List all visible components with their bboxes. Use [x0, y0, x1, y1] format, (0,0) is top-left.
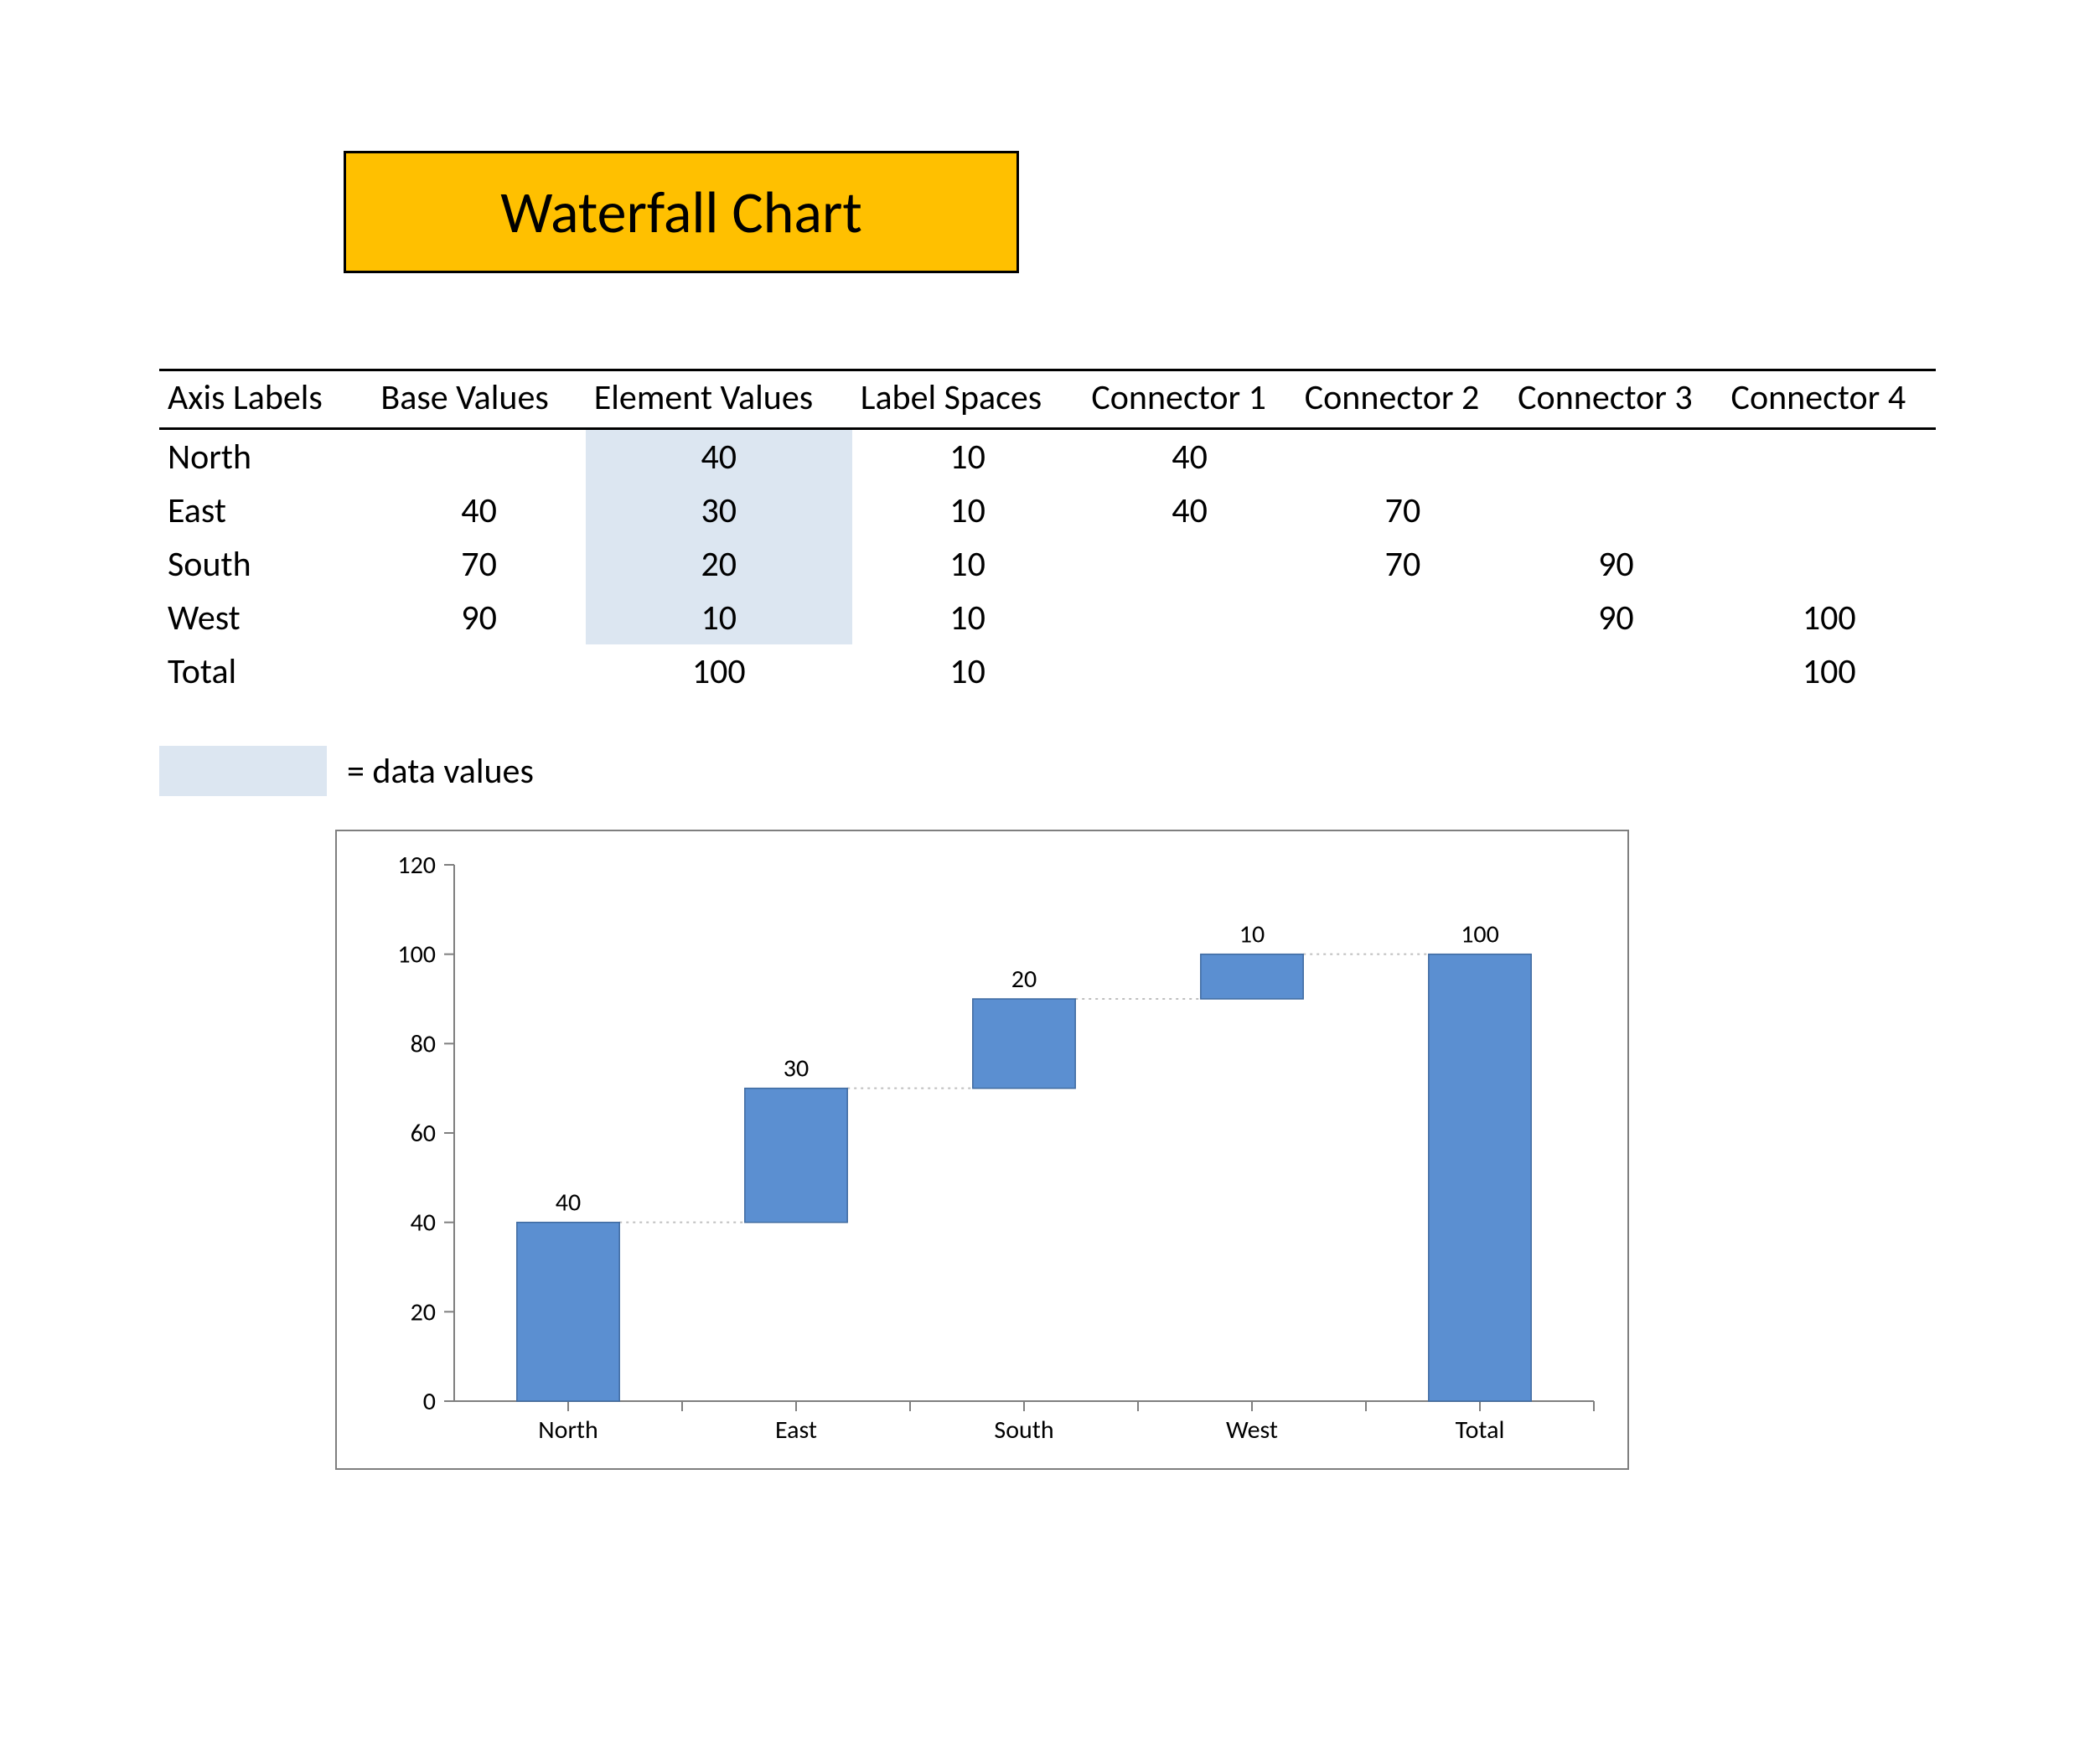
table-cell: 10	[852, 537, 1084, 591]
table-cell: 40	[372, 484, 585, 537]
table-row: North 401040	[159, 429, 1936, 484]
page: Waterfall Chart Axis LabelsBase ValuesEl…	[0, 0, 2095, 1764]
table-cell	[1083, 644, 1296, 698]
legend-swatch	[159, 746, 327, 796]
table-column-header: Element Values	[586, 370, 852, 429]
bar-data-label: 100	[1461, 919, 1499, 950]
waterfall-bar	[517, 1223, 619, 1401]
table-cell	[1509, 429, 1722, 484]
table-cell	[1296, 644, 1509, 698]
table-cell	[1723, 429, 1936, 484]
table-column-header: Axis Labels	[159, 370, 372, 429]
table-row: South7020107090	[159, 537, 1936, 591]
table-cell: 90	[1509, 591, 1722, 644]
table-column-header: Label Spaces	[852, 370, 1084, 429]
bar-data-label: 20	[1011, 964, 1037, 995]
table-row: Total10010100	[159, 644, 1936, 698]
table-cell: 90	[372, 591, 585, 644]
table-cell: 90	[1509, 537, 1722, 591]
y-tick-label: 20	[411, 1296, 436, 1327]
waterfall-bar	[973, 999, 1075, 1089]
table-row: East4030104070	[159, 484, 1936, 537]
table-column-header: Connector 2	[1296, 370, 1509, 429]
bar-data-label: 40	[556, 1187, 581, 1218]
table-cell: 70	[1296, 537, 1509, 591]
legend-text: = data values	[347, 750, 534, 793]
table-cell	[1509, 484, 1722, 537]
y-tick-label: 80	[411, 1028, 436, 1059]
table-column-header: Connector 1	[1083, 370, 1296, 429]
table-column-header: Base Values	[372, 370, 585, 429]
waterfall-bar	[745, 1089, 847, 1223]
table-cell: 10	[852, 644, 1084, 698]
table-cell: 70	[372, 537, 585, 591]
table-cell	[372, 644, 585, 698]
x-category-label: East	[775, 1415, 817, 1446]
table-cell	[1296, 591, 1509, 644]
table-cell: 100	[1723, 591, 1936, 644]
chart-title: Waterfall Chart	[344, 151, 1019, 273]
table-row-label: Total	[159, 644, 372, 698]
table-cell: 10	[852, 484, 1084, 537]
x-category-label: North	[538, 1415, 597, 1446]
table-column-header: Connector 4	[1723, 370, 1936, 429]
table-column-header: Connector 3	[1509, 370, 1722, 429]
table-cell	[1083, 591, 1296, 644]
table-cell: 10	[852, 591, 1084, 644]
waterfall-bar	[1429, 954, 1531, 1401]
y-tick-label: 100	[397, 939, 436, 970]
y-tick-label: 40	[411, 1208, 436, 1239]
bar-data-label: 30	[784, 1053, 809, 1084]
table-cell: 40	[586, 429, 852, 484]
table-row: West90101090100	[159, 591, 1936, 644]
table-cell	[1296, 429, 1509, 484]
x-category-label: Total	[1456, 1415, 1505, 1446]
data-table-container: Axis LabelsBase ValuesElement ValuesLabe…	[159, 369, 1936, 698]
table-row-label: East	[159, 484, 372, 537]
chart-svg: 0 20 40 60 80 100 120 40 North 30 East 20 South 10 Wes…	[337, 831, 1627, 1468]
table-row-label: North	[159, 429, 372, 484]
table-cell: 30	[586, 484, 852, 537]
table-cell: 20	[586, 537, 852, 591]
table-row-label: South	[159, 537, 372, 591]
x-category-label: South	[994, 1415, 1053, 1446]
chart-title-text: Waterfall Chart	[500, 176, 862, 248]
table-row-label: West	[159, 591, 372, 644]
y-tick-label: 120	[397, 850, 436, 881]
table-cell	[1083, 537, 1296, 591]
legend: = data values	[159, 746, 534, 796]
y-tick-label: 60	[411, 1118, 436, 1149]
y-tick-label: 0	[423, 1386, 436, 1417]
table-cell	[1723, 484, 1936, 537]
waterfall-bar	[1201, 954, 1303, 999]
data-table: Axis LabelsBase ValuesElement ValuesLabe…	[159, 369, 1936, 698]
table-cell	[1509, 644, 1722, 698]
table-cell: 40	[1083, 484, 1296, 537]
waterfall-chart: 0 20 40 60 80 100 120 40 North 30 East 20 South 10 Wes…	[335, 830, 1629, 1470]
x-category-label: West	[1226, 1415, 1278, 1446]
table-cell: 70	[1296, 484, 1509, 537]
table-cell: 10	[586, 591, 852, 644]
table-cell: 40	[1083, 429, 1296, 484]
table-cell	[372, 429, 585, 484]
table-header-row: Axis LabelsBase ValuesElement ValuesLabe…	[159, 370, 1936, 429]
table-cell: 10	[852, 429, 1084, 484]
table-cell: 100	[1723, 644, 1936, 698]
bar-data-label: 10	[1239, 919, 1265, 950]
table-cell	[1723, 537, 1936, 591]
table-cell: 100	[586, 644, 852, 698]
